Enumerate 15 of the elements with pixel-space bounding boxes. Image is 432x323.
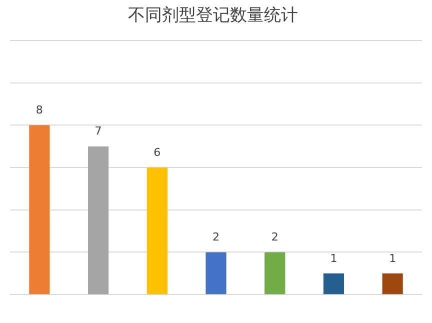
bar xyxy=(206,252,226,294)
data-label: 6 xyxy=(154,146,161,159)
data-label: 2 xyxy=(212,230,220,244)
bar xyxy=(382,273,403,294)
bar xyxy=(323,273,344,294)
data-label: 2 xyxy=(271,230,278,244)
data-label: 1 xyxy=(330,252,338,265)
chart-title: 不同剂型登记数量统计 xyxy=(128,6,298,26)
data-label: 1 xyxy=(389,252,396,265)
bar xyxy=(146,168,168,294)
bar xyxy=(264,252,286,294)
bar xyxy=(88,146,109,294)
bar xyxy=(29,125,50,294)
data-label: 7 xyxy=(94,124,102,138)
data-label: 8 xyxy=(36,103,43,116)
